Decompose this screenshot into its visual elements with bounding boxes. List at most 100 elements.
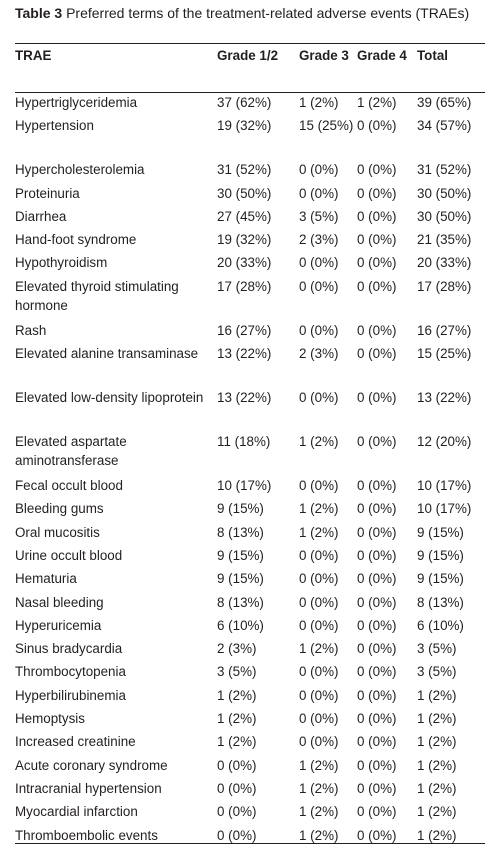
total-cell: 9 (15%) [417,524,464,540]
grade-4-cell: 0 (0%) [357,390,397,406]
grade-4-cell: 0 (0%) [357,687,397,703]
grade-3-cell: 2 (3%) [299,346,339,362]
grade-3-cell: 0 (0%) [299,617,339,633]
total-cell: 1 (2%) [417,757,457,773]
trae-cell: Hand-foot syndrome [15,232,137,248]
grade-4-cell: 0 (0%) [357,162,397,178]
total-cell: 9 (15%) [417,547,464,563]
grade-4-cell: 0 (0%) [357,804,397,820]
grade-4-cell: 1 (2%) [357,95,397,110]
grade-3-cell: 0 (0%) [299,547,339,563]
grade-4-cell: 0 (0%) [357,780,397,796]
total-cell: 13 (22%) [417,390,472,406]
grade-1-2-cell: 13 (22%) [217,390,272,406]
total-cell: 1 (2%) [417,687,457,703]
trae-cell: Proteinuria [15,185,80,201]
table-row: Hypertension 19 (32%) 15 (25%) 0 (0%) 34 (57… [15,116,485,160]
grade-1-2-cell: 8 (13%) [217,524,264,540]
trae-cell: Hyperuricemia [15,617,102,633]
total-cell: 12 (20%) [417,434,472,450]
grade-1-2-cell: 10 (17%) [217,478,272,494]
table-row: Hypertriglyceridemia 37 (62%) 1 (2%) 1 (2%)… [15,91,485,116]
grade-4-cell: 0 (0%) [357,524,397,540]
grade-4-cell: 0 (0%) [357,617,397,633]
trae-cell: Sinus bradycardia [15,641,123,657]
total-cell: 34 (57%) [417,118,472,134]
top-rule [15,43,485,44]
total-cell: 15 (25%) [417,346,472,362]
total-cell: 9 (15%) [417,571,464,587]
grade-1-2-cell: 27 (45%) [217,208,272,224]
grade-4-cell: 0 (0%) [357,118,397,134]
trae-cell: Diarrhea [15,208,67,224]
table-row: Hemoptysis 1 (2%) 0 (0%) 0 (0%) 1 (2%) [15,709,485,732]
trae-cell: Hypertriglyceridemia [15,95,138,110]
table-row: Elevated thyroid stimulating hormone 17 (… [15,277,485,321]
grade-3-cell: 0 (0%) [299,255,339,271]
grade-4-cell: 0 (0%) [357,278,397,294]
table-row: Proteinuria 30 (50%) 0 (0%) 0 (0%) 30 (50%) [15,184,485,207]
total-cell: 1 (2%) [417,734,457,750]
grade-1-2-cell: 6 (10%) [217,617,264,633]
table-row: Urine occult blood 9 (15%) 0 (0%) 0 (0%) 9 (… [15,546,485,569]
trae-cell: Bleeding gums [15,501,104,517]
table-row: Fecal occult blood 10 (17%) 0 (0%) 0 (0%) 10… [15,476,485,499]
grade-4-cell: 0 (0%) [357,232,397,248]
grade-1-2-cell: 37 (62%) [217,95,272,110]
header-grade-4: Grade 4 [357,48,407,63]
trae-cell: Increased creatinine [15,734,136,750]
header-trae: TRAE [15,48,52,63]
total-cell: 1 (2%) [417,804,457,820]
total-cell: 1 (2%) [417,780,457,796]
grade-1-2-cell: 9 (15%) [217,571,264,587]
grade-4-cell: 0 (0%) [357,547,397,563]
total-cell: 30 (50%) [417,208,472,224]
total-cell: 8 (13%) [417,594,464,610]
trae-cell: Hemoptysis [15,711,85,727]
grade-4-cell: 0 (0%) [357,434,397,450]
table-row: Diarrhea 27 (45%) 3 (5%) 0 (0%) 30 (50%) [15,207,485,230]
grade-1-2-cell: 30 (50%) [217,185,272,201]
total-cell: 31 (52%) [417,162,472,178]
grade-1-2-cell: 9 (15%) [217,501,264,517]
grade-4-cell: 0 (0%) [357,641,397,657]
grade-1-2-cell: 20 (33%) [217,255,272,271]
grade-3-cell: 1 (2%) [299,95,339,110]
trae-cell: Elevated alanine transaminase [15,346,199,362]
trae-cell: Nasal bleeding [15,594,104,610]
grade-3-cell: 1 (2%) [299,757,339,773]
header-grade-1-2: Grade 1/2 [217,48,279,63]
total-cell: 3 (5%) [417,664,457,680]
grade-3-cell: 15 (25%) [299,118,354,134]
grade-3-cell: 0 (0%) [299,734,339,750]
trae-cell: Hypertension [15,118,94,134]
total-cell: 10 (17%) [417,501,472,517]
trae-cell: Myocardial infarction [15,804,138,820]
table-row: Myocardial infarction 0 (0%) 1 (2%) 0 (0%) 1… [15,802,485,825]
grade-3-cell: 1 (2%) [299,804,339,820]
grade-3-cell: 0 (0%) [299,687,339,703]
trae-cell: Thromboembolic events [15,827,158,843]
grade-1-2-cell: 9 (15%) [217,547,264,563]
total-cell: 6 (10%) [417,617,464,633]
trae-cell: Hypercholesterolemia [15,162,145,178]
grade-3-cell: 1 (2%) [299,434,339,450]
grade-1-2-cell: 16 (27%) [217,322,272,338]
header-grade-3: Grade 3 [299,48,349,63]
grade-4-cell: 0 (0%) [357,594,397,610]
grade-3-cell: 0 (0%) [299,594,339,610]
table-row: Nasal bleeding 8 (13%) 0 (0%) 0 (0%) 8 (13%) [15,593,485,616]
table-row: Elevated alanine transaminase 13 (22%) 2 (… [15,344,485,388]
grade-4-cell: 0 (0%) [357,734,397,750]
grade-3-cell: 0 (0%) [299,390,339,406]
grade-3-cell: 0 (0%) [299,478,339,494]
grade-3-cell: 0 (0%) [299,711,339,727]
grade-4-cell: 0 (0%) [357,255,397,271]
table-body: Hypertriglyceridemia 37 (62%) 1 (2%) 1 (2%)… [15,91,485,849]
table-row: Hyperuricemia 6 (10%) 0 (0%) 0 (0%) 6 (10%) [15,616,485,639]
total-cell: 16 (27%) [417,322,472,338]
grade-1-2-cell: 17 (28%) [217,278,272,294]
trae-cell: Oral mucositis [15,524,100,540]
trae-cell: Hyperbilirubinemia [15,687,126,703]
trae-cell: Elevated thyroid stimulating hormone [15,278,179,313]
